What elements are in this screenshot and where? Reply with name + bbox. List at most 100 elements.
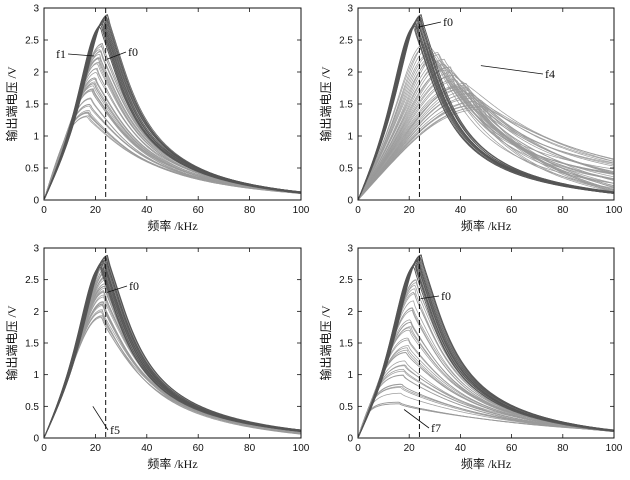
x-axis-label: 频率 /kHz <box>147 218 197 233</box>
y-tick-label: 3 <box>347 4 353 15</box>
series-line-f5 <box>44 279 301 437</box>
annotation-f0: f0 <box>129 279 139 293</box>
series-line-f5 <box>44 266 301 438</box>
series-line-f5 <box>44 271 301 437</box>
series-line-f1 <box>44 110 301 199</box>
series-line-f0 <box>44 26 301 199</box>
series-line-f1 <box>44 83 301 199</box>
x-tick-label: 80 <box>557 205 569 216</box>
y-tick-label: 0 <box>347 196 353 207</box>
series-line-f0 <box>44 266 301 437</box>
series-line-f5 <box>44 270 301 438</box>
chart-panel-2: 0 20 40 60 80 100 0 0.5 1 1.5 2 2.5 3 频率 /kHz 输出端电压 /V… <box>318 4 623 234</box>
series-line-f4 <box>358 106 614 200</box>
axes-box <box>43 247 302 439</box>
series-line-f1 <box>44 83 301 199</box>
x-tick-label: 20 <box>404 205 416 216</box>
x-tick-label: 0 <box>355 443 361 454</box>
y-tick-label: 1 <box>33 132 39 143</box>
series-line-f5 <box>44 275 301 437</box>
annotation-leader <box>106 51 127 60</box>
series-line-f0 <box>44 263 301 437</box>
x-tick-label: 100 <box>293 205 310 216</box>
series-line-f5 <box>44 310 301 437</box>
x-tick-label: 0 <box>41 205 47 216</box>
series-line-f5 <box>44 283 301 437</box>
x-tick-label: 80 <box>244 205 256 216</box>
y-tick-label: 2 <box>33 307 39 318</box>
x-tick-label: 60 <box>193 205 205 216</box>
y-tick-label: 1 <box>347 370 353 381</box>
series-line-f7 <box>358 284 614 437</box>
y-tick-label: 1.5 <box>339 100 353 111</box>
x-tick-label: 40 <box>141 205 153 216</box>
series-line-f1 <box>44 67 301 199</box>
series-line-f1 <box>44 88 301 199</box>
series-line-f1 <box>44 49 301 199</box>
series-line-f0 <box>358 254 614 438</box>
y-axis-label: 输出端电压 /V <box>318 66 333 141</box>
series-line-f4 <box>358 75 614 200</box>
annotation-leader <box>67 53 95 57</box>
y-tick-label: 3 <box>33 4 39 15</box>
annotation-f1: f1 <box>56 47 66 61</box>
series-line-f5 <box>44 257 301 438</box>
chart-panel-4: 0 20 40 60 80 100 0 0.5 1 1.5 2 2.5 3 频率 /kHz 输出端电压 /V… <box>318 244 623 472</box>
series-line-f4 <box>358 87 614 200</box>
series-line-f0 <box>44 257 301 437</box>
y-tick-label: 1.5 <box>339 339 353 350</box>
x-tick-label: 80 <box>244 443 256 454</box>
series-line-f1 <box>44 42 301 199</box>
y-tick-label: 2 <box>33 68 39 79</box>
series-line-f4 <box>358 65 614 200</box>
series-f0 <box>44 13 301 200</box>
x-tick-label: 0 <box>41 443 47 454</box>
x-tick-label: 40 <box>141 443 153 454</box>
x-tick-label: 20 <box>90 443 102 454</box>
series-line-f1 <box>44 43 301 199</box>
plot-area <box>44 13 301 200</box>
series-line-f5 <box>44 276 301 437</box>
series-line-f4 <box>358 100 614 200</box>
series-f5 <box>44 257 301 438</box>
series-line-f0 <box>44 257 301 437</box>
series-line-f5 <box>44 259 301 438</box>
y-tick-label: 2.5 <box>25 36 39 47</box>
y-tick-label: 2.5 <box>25 275 39 286</box>
series-line-f0 <box>44 255 301 438</box>
y-axis-label: 输出端电压 /V <box>4 305 19 380</box>
series-line-f0 <box>44 266 301 437</box>
y-tick-label: 0.5 <box>339 402 353 413</box>
series-line-f0 <box>44 13 301 200</box>
y-tick-label: 2.5 <box>339 36 353 47</box>
x-axis-label: 频率 /kHz <box>147 456 197 471</box>
annotation-f4: f4 <box>545 67 555 81</box>
y-tick-label: 2 <box>347 68 353 79</box>
series-line-f0 <box>44 264 301 437</box>
x-tick-label: 40 <box>455 205 467 216</box>
series-line-f4 <box>358 85 614 200</box>
annotation-leader <box>420 295 440 300</box>
y-tick-label: 3 <box>33 244 39 255</box>
series-line-f0 <box>44 260 301 437</box>
y-axis-label: 输出端电压 /V <box>318 305 333 380</box>
annotation-f0: f0 <box>128 45 138 59</box>
series-line-f0 <box>44 259 301 437</box>
series-f4 <box>358 42 614 200</box>
x-tick-label: 100 <box>293 443 310 454</box>
series-line-f0 <box>44 255 301 438</box>
annotation-f0: f0 <box>443 15 453 29</box>
x-tick-label: 0 <box>355 205 361 216</box>
series-line-f4 <box>358 59 614 200</box>
y-tick-label: 0 <box>33 196 39 207</box>
series-f7 <box>358 279 614 437</box>
y-tick-label: 0.5 <box>339 164 353 175</box>
series-line-f0 <box>44 256 301 438</box>
plot-area <box>358 254 614 438</box>
series-line-f0 <box>358 14 614 200</box>
series-line-f5 <box>44 265 301 438</box>
series-line-f5 <box>44 285 301 437</box>
x-tick-label: 100 <box>606 443 623 454</box>
series-f0 <box>358 254 614 438</box>
series-line-f5 <box>44 269 301 438</box>
